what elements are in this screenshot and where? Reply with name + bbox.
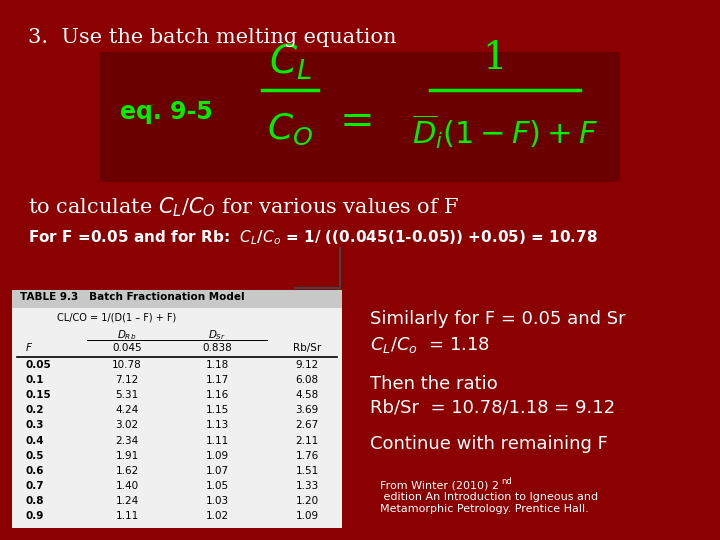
Text: edition An Introduction to Igneous and: edition An Introduction to Igneous and bbox=[380, 492, 598, 502]
Text: 1.24: 1.24 bbox=[115, 496, 139, 506]
Text: 1.07: 1.07 bbox=[205, 466, 228, 476]
Text: F: F bbox=[26, 343, 32, 353]
Text: 0.4: 0.4 bbox=[26, 435, 45, 445]
Text: 1.02: 1.02 bbox=[205, 511, 228, 522]
Text: 5.31: 5.31 bbox=[115, 390, 139, 400]
Text: to calculate $C_L$/$C_O$ for various values of F: to calculate $C_L$/$C_O$ for various val… bbox=[28, 195, 459, 219]
Bar bbox=[100, 52, 620, 182]
Text: 1.16: 1.16 bbox=[205, 390, 229, 400]
Text: $D_{Sr}$: $D_{Sr}$ bbox=[208, 328, 226, 342]
Text: 0.15: 0.15 bbox=[26, 390, 52, 400]
Text: 0.5: 0.5 bbox=[26, 451, 45, 461]
Text: 1.51: 1.51 bbox=[295, 466, 319, 476]
Text: 1.33: 1.33 bbox=[295, 481, 319, 491]
Text: 2.34: 2.34 bbox=[115, 435, 139, 445]
Text: 1.15: 1.15 bbox=[205, 405, 229, 415]
Text: 1.18: 1.18 bbox=[205, 360, 229, 369]
Text: For F =0.05 and for Rb:  $C_L$/$C_o$ = 1/ ((0.045(1-0.05)) +0.05) = 10.78: For F =0.05 and for Rb: $C_L$/$C_o$ = 1/… bbox=[28, 228, 598, 247]
Text: 0.9: 0.9 bbox=[26, 511, 45, 522]
Text: 1.62: 1.62 bbox=[115, 466, 139, 476]
Text: 4.24: 4.24 bbox=[115, 405, 139, 415]
Text: 2.67: 2.67 bbox=[295, 420, 319, 430]
Text: 1.05: 1.05 bbox=[205, 481, 228, 491]
Text: 0.838: 0.838 bbox=[202, 343, 232, 353]
Text: $\overline{D}_i(1-F)+F$: $\overline{D}_i(1-F)+F$ bbox=[412, 112, 598, 151]
Text: nd: nd bbox=[501, 477, 512, 486]
Text: 1.13: 1.13 bbox=[205, 420, 229, 430]
Text: 0.6: 0.6 bbox=[26, 466, 45, 476]
Text: TABLE 9.3   Batch Fractionation Model: TABLE 9.3 Batch Fractionation Model bbox=[20, 292, 245, 302]
Text: 1.03: 1.03 bbox=[205, 496, 228, 506]
Bar bbox=[12, 290, 342, 308]
Text: 0.7: 0.7 bbox=[26, 481, 45, 491]
Text: 1.09: 1.09 bbox=[205, 451, 228, 461]
Text: =: = bbox=[340, 101, 374, 143]
Text: 0.3: 0.3 bbox=[26, 420, 45, 430]
Text: 1: 1 bbox=[482, 40, 508, 77]
Text: $D_{Rb}$: $D_{Rb}$ bbox=[117, 328, 137, 342]
Text: $C_L$/$C_o$  = 1.18: $C_L$/$C_o$ = 1.18 bbox=[370, 335, 490, 355]
Text: 1.76: 1.76 bbox=[295, 451, 319, 461]
Text: 1.09: 1.09 bbox=[295, 511, 318, 522]
Text: 1.40: 1.40 bbox=[115, 481, 138, 491]
Text: Then the ratio: Then the ratio bbox=[370, 375, 498, 393]
Text: From Winter (2010) 2: From Winter (2010) 2 bbox=[380, 480, 499, 490]
Text: 1.11: 1.11 bbox=[205, 435, 229, 445]
Text: 3.69: 3.69 bbox=[295, 405, 319, 415]
Text: 9.12: 9.12 bbox=[295, 360, 319, 369]
Text: 4.58: 4.58 bbox=[295, 390, 319, 400]
Text: 0.8: 0.8 bbox=[26, 496, 45, 506]
Text: 1.17: 1.17 bbox=[205, 375, 229, 385]
Text: 10.78: 10.78 bbox=[112, 360, 142, 369]
Text: 1.11: 1.11 bbox=[115, 511, 139, 522]
Text: 0.1: 0.1 bbox=[26, 375, 45, 385]
Text: 0.2: 0.2 bbox=[26, 405, 45, 415]
Text: eq. 9-5: eq. 9-5 bbox=[120, 100, 212, 124]
Text: 7.12: 7.12 bbox=[115, 375, 139, 385]
Text: $C_L$: $C_L$ bbox=[269, 42, 311, 82]
Text: 0.045: 0.045 bbox=[112, 343, 142, 353]
Text: $C_O$: $C_O$ bbox=[267, 112, 313, 147]
Text: 1.20: 1.20 bbox=[295, 496, 318, 506]
Text: 6.08: 6.08 bbox=[295, 375, 318, 385]
Text: 1.91: 1.91 bbox=[115, 451, 139, 461]
Text: Similarly for F = 0.05 and Sr: Similarly for F = 0.05 and Sr bbox=[370, 310, 626, 328]
Text: 0.05: 0.05 bbox=[26, 360, 52, 369]
Text: Continue with remaining F: Continue with remaining F bbox=[370, 435, 608, 453]
Text: Rb/Sr  = 10.78/1.18 = 9.12: Rb/Sr = 10.78/1.18 = 9.12 bbox=[370, 398, 615, 416]
Text: 2.11: 2.11 bbox=[295, 435, 319, 445]
Text: 3.  Use the batch melting equation: 3. Use the batch melting equation bbox=[28, 28, 397, 47]
Text: Rb/Sr: Rb/Sr bbox=[293, 343, 321, 353]
Text: Metamorphic Petrology. Prentice Hall.: Metamorphic Petrology. Prentice Hall. bbox=[380, 504, 589, 514]
Bar bbox=[12, 290, 342, 528]
Text: 3.02: 3.02 bbox=[115, 420, 138, 430]
Text: CL/CO = 1/(D(1 – F) + F): CL/CO = 1/(D(1 – F) + F) bbox=[57, 312, 176, 322]
